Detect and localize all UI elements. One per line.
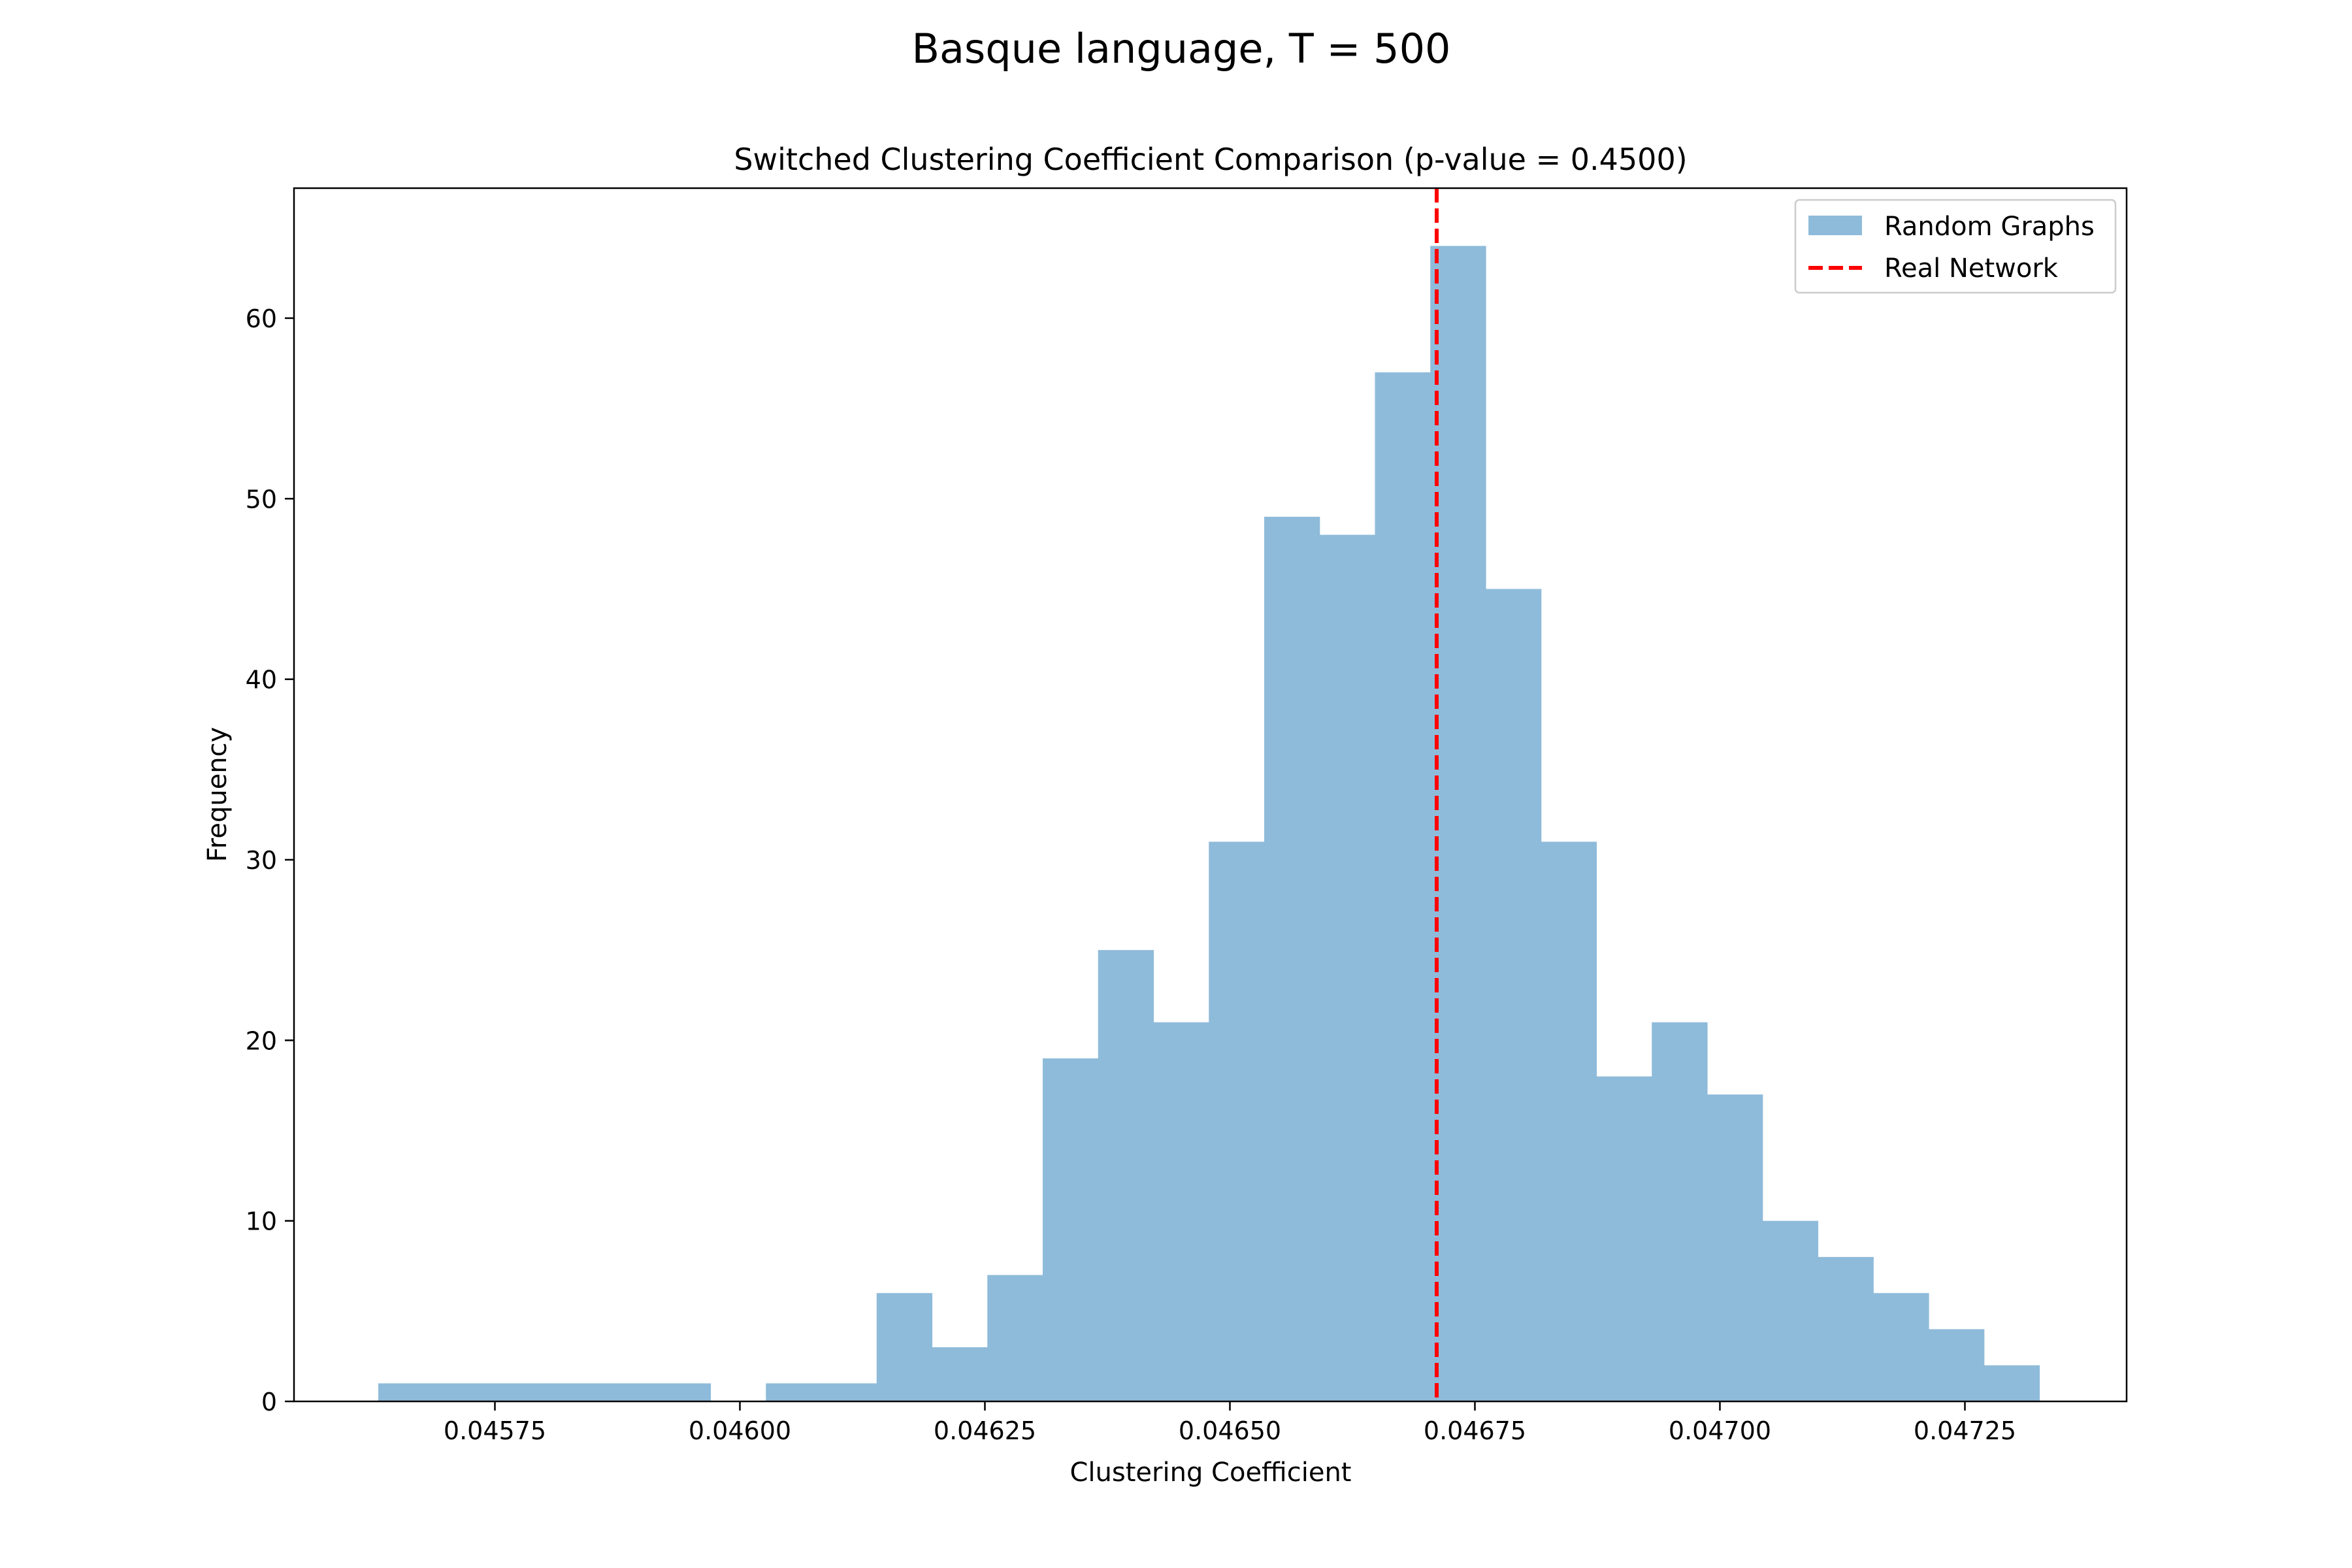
histogram-bar xyxy=(489,1383,545,1401)
y-tick-label: 60 xyxy=(246,304,277,333)
plot-area-frame xyxy=(293,187,2128,1403)
histogram-bar xyxy=(1596,1076,1652,1401)
histogram-bar xyxy=(655,1383,711,1401)
y-tick-label: 50 xyxy=(246,485,277,514)
x-tick-label: 0.04575 xyxy=(444,1416,546,1445)
histogram-bar xyxy=(1818,1256,1874,1401)
x-tick-label: 0.04700 xyxy=(1669,1416,1771,1445)
histogram-bar xyxy=(1043,1058,1099,1401)
y-tick-label: 30 xyxy=(246,846,277,875)
y-axis-label: Frequency xyxy=(203,727,233,862)
histogram-bar xyxy=(766,1383,822,1401)
legend-swatch-random-graphs xyxy=(1808,216,1862,235)
x-tick-label: 0.04675 xyxy=(1424,1416,1526,1445)
histogram-bar xyxy=(544,1383,600,1401)
x-tick-label: 0.04625 xyxy=(934,1416,1036,1445)
histogram-bar xyxy=(1264,516,1320,1401)
histogram-bars xyxy=(378,246,2040,1402)
histogram-bar xyxy=(932,1347,988,1401)
histogram-bar xyxy=(433,1383,490,1401)
histogram-bar xyxy=(378,1383,434,1401)
histogram-bar xyxy=(1486,589,1542,1402)
legend: Random Graphs Real Network xyxy=(1794,199,2117,294)
legend-label-random-graphs: Random Graphs xyxy=(1884,212,2095,242)
histogram-bar xyxy=(1707,1094,1763,1401)
histogram-bar xyxy=(1652,1022,1708,1401)
histogram-bar xyxy=(1209,841,1265,1401)
y-tick-label: 0 xyxy=(261,1388,277,1416)
legend-box xyxy=(1794,199,2117,294)
histogram-bar xyxy=(1873,1293,1929,1401)
histogram-bar xyxy=(1430,246,1486,1401)
x-tick-label: 0.04650 xyxy=(1179,1416,1281,1445)
x-axis-ticks: 0.04575 0.04600 0.04625 0.04650 0.04675 0.047… xyxy=(444,1401,2016,1445)
x-tick-label: 0.04725 xyxy=(1914,1416,2016,1445)
histogram-bar xyxy=(821,1383,877,1401)
histogram-bar xyxy=(1541,841,1597,1401)
figure-suptitle: Basque language, T = 500 xyxy=(912,25,1451,73)
histogram-bar xyxy=(876,1293,933,1401)
histogram-bar xyxy=(1929,1329,1985,1401)
y-tick-label: 10 xyxy=(246,1207,277,1236)
x-axis-label: Clustering Coefficient xyxy=(1070,1458,1352,1488)
histogram-bar xyxy=(987,1275,1043,1401)
histogram-bar xyxy=(1762,1220,1819,1401)
histogram-bar xyxy=(1375,372,1431,1401)
legend-label-real-network: Real Network xyxy=(1884,253,2059,284)
histogram-bar xyxy=(1098,950,1154,1401)
y-tick-label: 20 xyxy=(246,1026,277,1055)
histogram-bar xyxy=(1153,1022,1209,1401)
chart-title: Switched Clustering Coefficient Comparis… xyxy=(734,142,1687,177)
y-tick-label: 40 xyxy=(246,666,277,694)
x-tick-label: 0.04600 xyxy=(689,1416,791,1445)
histogram-bar xyxy=(1984,1365,2040,1401)
y-axis-ticks: 0 10 20 30 40 50 60 xyxy=(246,304,294,1416)
histogram-bar xyxy=(600,1383,656,1401)
histogram-bar xyxy=(1319,534,1376,1401)
